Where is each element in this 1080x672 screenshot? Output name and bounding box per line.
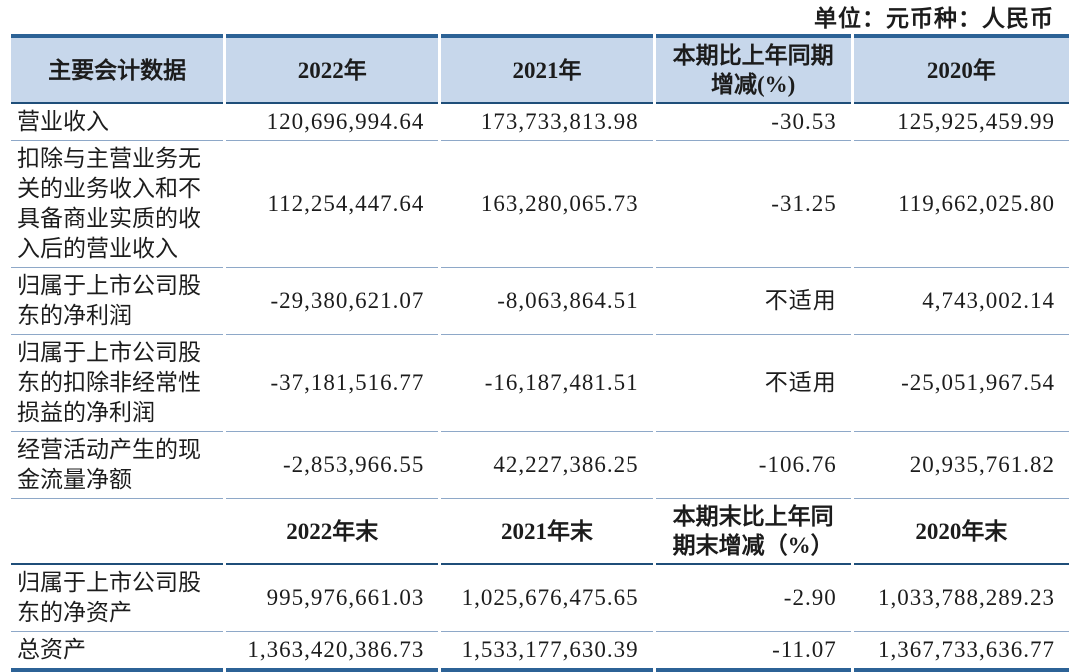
header-2022: 2022年 — [226, 34, 439, 104]
header-2021: 2021年 — [441, 34, 653, 104]
header-end-2020: 2020年末 — [853, 499, 1069, 565]
header-main-label: 主要会计数据 — [11, 34, 224, 104]
header-end-change-pct: 本期末比上年同 期末增减（%） — [655, 499, 851, 565]
row-label: 总资产 — [11, 632, 224, 672]
header-end-2021: 2021年末 — [441, 499, 653, 565]
row-label: 营业收入 — [11, 104, 224, 141]
value-2021: 42,227,386.25 — [441, 432, 653, 499]
row-label: 归属于上市公司股 东的扣除非经常性 损益的净利润 — [11, 335, 224, 432]
value-2020: 4,743,002.14 — [853, 268, 1069, 335]
value-2020: 125,925,459.99 — [853, 104, 1069, 141]
row-label: 归属于上市公司股 东的净资产 — [11, 565, 224, 632]
header-end-empty — [11, 499, 224, 565]
header-end-2022: 2022年末 — [226, 499, 439, 565]
row-label: 经营活动产生的现 金流量净额 — [11, 432, 224, 499]
value-2020: 1,367,733,636.77 — [853, 632, 1069, 672]
value-change: 不适用 — [655, 268, 851, 335]
value-2021: -16,187,481.51 — [441, 335, 653, 432]
value-change: -106.76 — [655, 432, 851, 499]
table-row-net-profit: 归属于上市公司股 东的净利润 -29,380,621.07 -8,063,864… — [11, 268, 1069, 335]
value-2021: 173,733,813.98 — [441, 104, 653, 141]
table-row-net-profit-excl-nonrecurring: 归属于上市公司股 东的扣除非经常性 损益的净利润 -37,181,516.77 … — [11, 335, 1069, 432]
value-2021: 163,280,065.73 — [441, 141, 653, 268]
value-2020: 119,662,025.80 — [853, 141, 1069, 268]
value-change: -31.25 — [655, 141, 851, 268]
value-2021: 1,533,177,630.39 — [441, 632, 653, 672]
value-2022: -2,853,966.55 — [226, 432, 439, 499]
value-2021: 1,025,676,475.65 — [441, 565, 653, 632]
value-change: -2.90 — [655, 565, 851, 632]
period-end-header-row: 2022年末 2021年末 本期末比上年同 期末增减（%） 2020年末 — [11, 499, 1069, 565]
key-accounting-data-table: 主要会计数据 2022年 2021年 本期比上年同期 增减(%) 2020年 营… — [8, 34, 1072, 672]
table-row-operating-revenue: 营业收入 120,696,994.64 173,733,813.98 -30.5… — [11, 104, 1069, 141]
table-row-revenue-after-deduction: 扣除与主营业务无 关的业务收入和不 具备商业实质的收 入后的营业收入 112,2… — [11, 141, 1069, 268]
table-row-total-assets: 总资产 1,363,420,386.73 1,533,177,630.39 -1… — [11, 632, 1069, 672]
value-2022: 995,976,661.03 — [226, 565, 439, 632]
value-2020: 20,935,761.82 — [853, 432, 1069, 499]
value-change: -11.07 — [655, 632, 851, 672]
unit-currency-note: 单位：元币种：人民币 — [814, 6, 1054, 31]
value-2021: -8,063,864.51 — [441, 268, 653, 335]
value-2020: 1,033,788,289.23 — [853, 565, 1069, 632]
value-2022: 1,363,420,386.73 — [226, 632, 439, 672]
value-2022: 112,254,447.64 — [226, 141, 439, 268]
value-change: 不适用 — [655, 335, 851, 432]
value-2020: -25,051,967.54 — [853, 335, 1069, 432]
value-2022: 120,696,994.64 — [226, 104, 439, 141]
table-row-operating-cash-flow: 经营活动产生的现 金流量净额 -2,853,966.55 42,227,386.… — [11, 432, 1069, 499]
value-change: -30.53 — [655, 104, 851, 141]
value-2022: -37,181,516.77 — [226, 335, 439, 432]
table-row-net-assets: 归属于上市公司股 东的净资产 995,976,661.03 1,025,676,… — [11, 565, 1069, 632]
row-label: 扣除与主营业务无 关的业务收入和不 具备商业实质的收 入后的营业收入 — [11, 141, 224, 268]
header-change-pct: 本期比上年同期 增减(%) — [655, 34, 851, 104]
header-2020: 2020年 — [853, 34, 1069, 104]
row-label: 归属于上市公司股 东的净利润 — [11, 268, 224, 335]
value-2022: -29,380,621.07 — [226, 268, 439, 335]
period-header-row: 主要会计数据 2022年 2021年 本期比上年同期 增减(%) 2020年 — [11, 34, 1069, 104]
